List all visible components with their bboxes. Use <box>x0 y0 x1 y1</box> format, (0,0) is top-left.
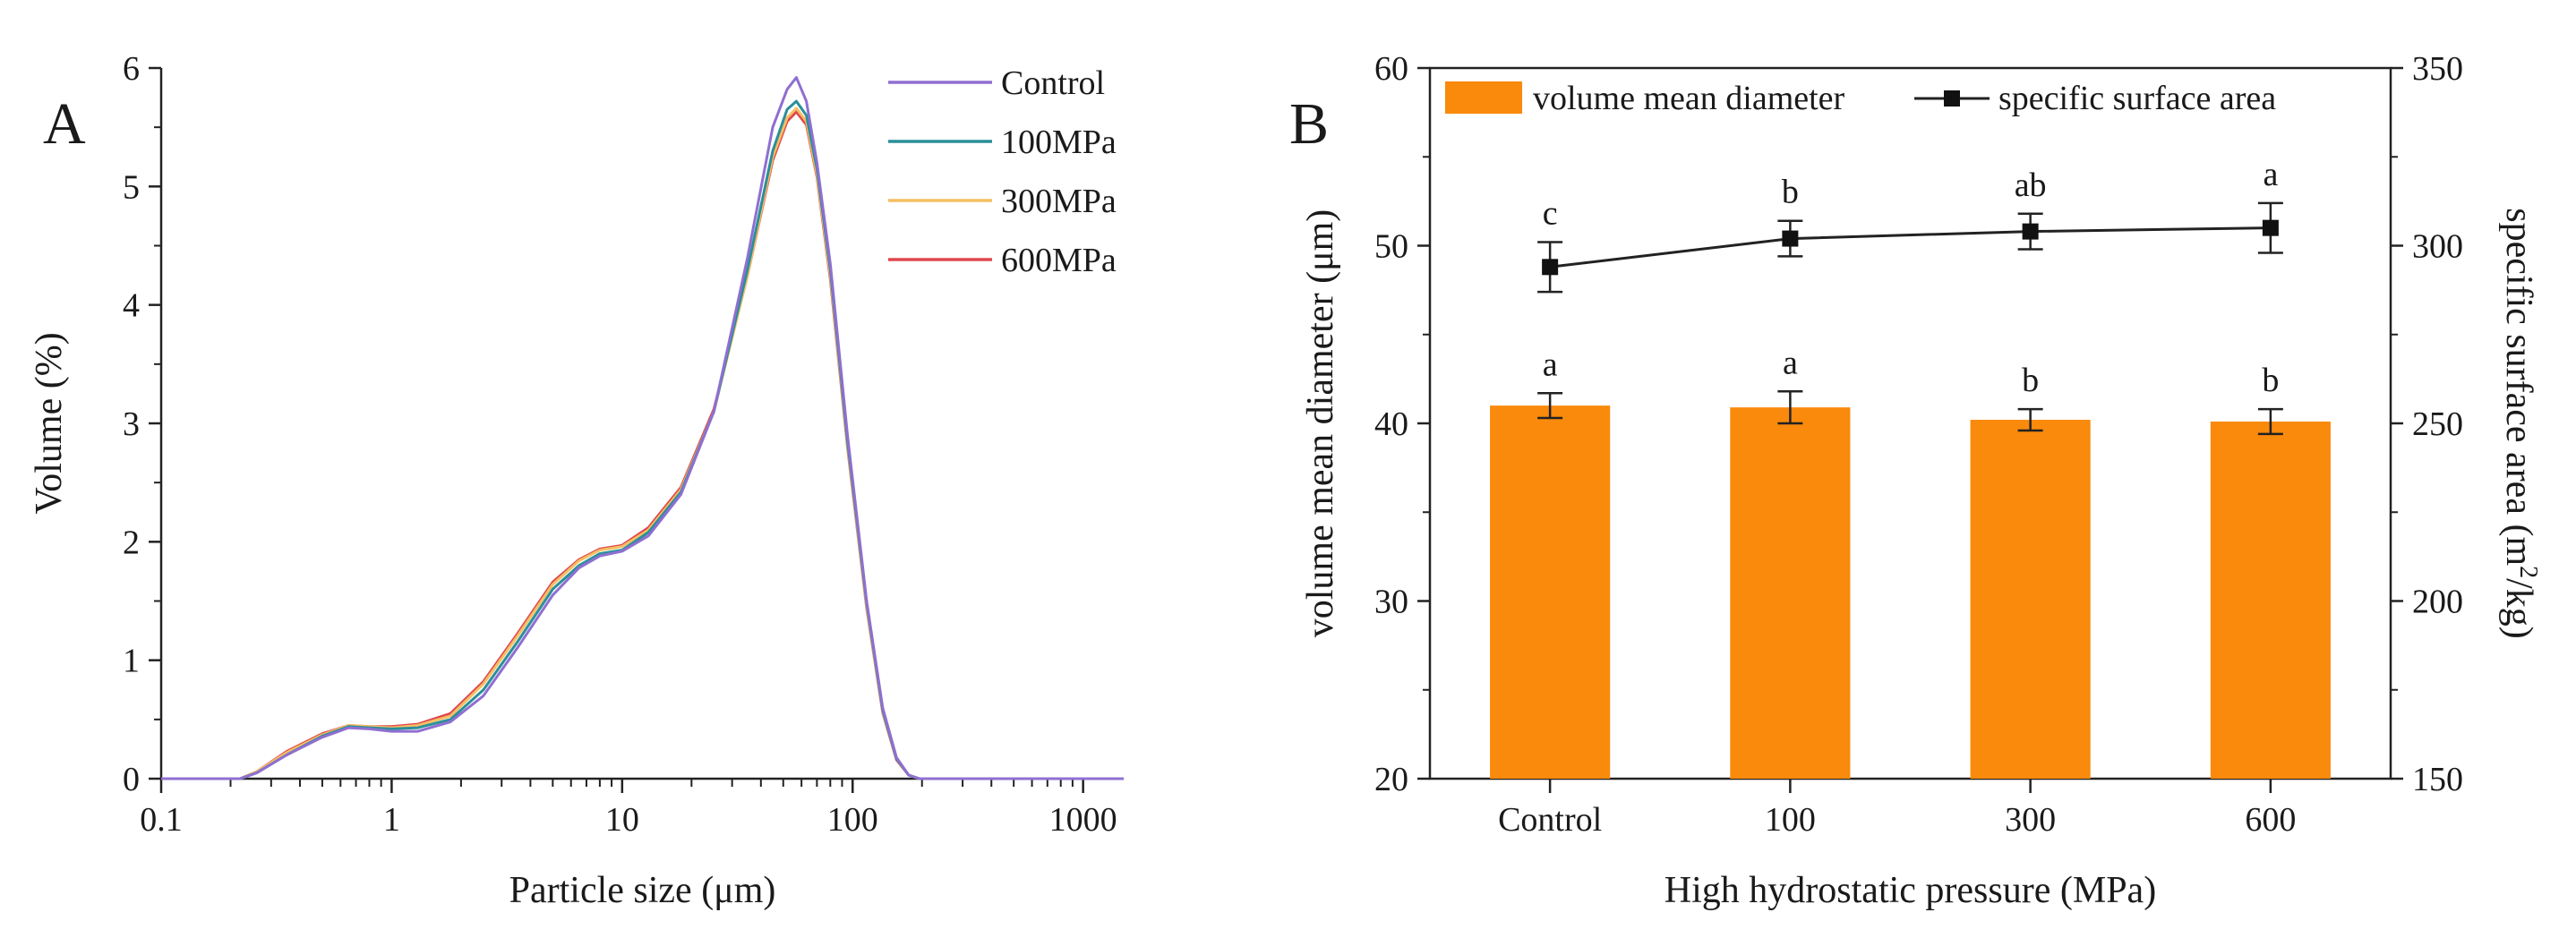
panel-b-y2-tick-label: 250 <box>2412 405 2463 443</box>
panel-a-letter: A <box>43 91 86 157</box>
panel-b-y-tick-label: 40 <box>1374 405 1408 443</box>
panel-b-bar-letter: a <box>1783 344 1798 381</box>
panel-b-y-axis-label: volume mean diameter (μm) <box>1300 209 1341 638</box>
panel-b-bar <box>1490 405 1611 779</box>
panel-a-y-axis-label: Volume (%) <box>29 332 70 514</box>
panel-a-x-tick-label: 10 <box>605 801 639 839</box>
panel-b-y2-tick-label: 150 <box>2412 761 2463 798</box>
panel-a-x-tick-label: 1000 <box>1049 801 1117 839</box>
panel-b-x-tick-label: 600 <box>2245 801 2296 839</box>
panel-a-y-tick-label: 5 <box>123 168 140 206</box>
panel-a-x-tick-label: 0.1 <box>140 801 183 839</box>
panel-b-legend-bar-label: volume mean diameter <box>1533 80 1845 117</box>
panel-a-legend-label: 300MPa <box>1001 183 1117 220</box>
panel-a: A Particle size (μm) Volume (%) 01234560… <box>29 50 1124 911</box>
y2-label-text-end: /kg) <box>2498 578 2539 639</box>
panel-b-x-axis-label: High hydrostatic pressure (MPa) <box>1665 870 2156 911</box>
panel-b-bar-letter: b <box>2262 362 2279 399</box>
panel-a-y-tick-label: 2 <box>123 524 140 561</box>
panel-b-y2-tick-label: 350 <box>2412 50 2463 88</box>
panel-a-legend-label: Control <box>1001 64 1105 102</box>
panel-b-x-tick-label: Control <box>1498 801 1602 839</box>
panel-b-y2-tick-label: 300 <box>2412 228 2463 266</box>
panel-b: B High hydrostatic pressure (MPa) volume… <box>1289 50 2543 911</box>
panel-b-bar <box>1730 407 1851 779</box>
panel-a-x-tick-label: 1 <box>383 801 400 839</box>
panel-b-y2-axis-label: specific surface area (m2/kg) <box>2498 208 2543 639</box>
panel-b-bar-letter: a <box>1543 345 1558 383</box>
panel-b-line-letter: c <box>1543 195 1558 233</box>
panel-a-y-tick-label: 6 <box>123 50 140 88</box>
panel-b-bar <box>1970 420 2091 779</box>
y2-label-text: specific surface area (m <box>2498 208 2539 566</box>
panel-b-legend-line-label: specific surface area <box>1998 80 2276 117</box>
panel-b-line-letter: b <box>1782 174 1799 211</box>
panel-b-legend-line-marker <box>1944 90 1960 107</box>
panel-b-y-tick-label: 60 <box>1374 50 1408 88</box>
panel-b-bar-letter: b <box>2022 362 2039 399</box>
panel-a-y-tick-label: 3 <box>123 405 140 443</box>
panel-a-x-tick-label: 100 <box>827 801 878 839</box>
panel-b-y-tick-label: 20 <box>1374 761 1408 798</box>
panel-a-y-tick-label: 1 <box>123 643 140 680</box>
panel-b-letter: B <box>1289 91 1329 157</box>
panel-b-y-tick-label: 30 <box>1374 584 1408 621</box>
panel-a-series-line <box>161 107 1124 780</box>
panel-a-series-line <box>161 76 1124 780</box>
panel-b-bar <box>2210 422 2331 779</box>
panel-b-line <box>1549 226 2271 269</box>
y2-label-superscript: 2 <box>2515 566 2543 578</box>
panel-a-y-tick-label: 4 <box>123 287 140 325</box>
panel-b-line-marker <box>2262 219 2279 236</box>
panel-b-line-marker <box>1782 230 1799 247</box>
panel-a-series-line <box>161 110 1124 780</box>
panel-b-line-marker <box>1542 259 1559 276</box>
panel-a-legend-label: 100MPa <box>1001 124 1117 161</box>
panel-a-x-axis-label: Particle size (μm) <box>509 870 776 911</box>
panel-b-line-letter: a <box>2263 156 2278 193</box>
panel-b-legend-bar-swatch <box>1445 81 1522 114</box>
panel-a-legend-label: 600MPa <box>1001 242 1117 279</box>
panel-b-line-letter: ab <box>2015 166 2047 204</box>
panel-a-y-tick-label: 0 <box>123 761 140 798</box>
panel-a-series-line <box>161 99 1124 780</box>
panel-b-x-tick-label: 300 <box>2005 801 2056 839</box>
panel-b-y-tick-label: 50 <box>1374 228 1408 266</box>
panel-b-x-tick-label: 100 <box>1765 801 1816 839</box>
panel-b-line-marker <box>2022 223 2039 240</box>
panel-b-y2-tick-label: 200 <box>2412 584 2463 621</box>
